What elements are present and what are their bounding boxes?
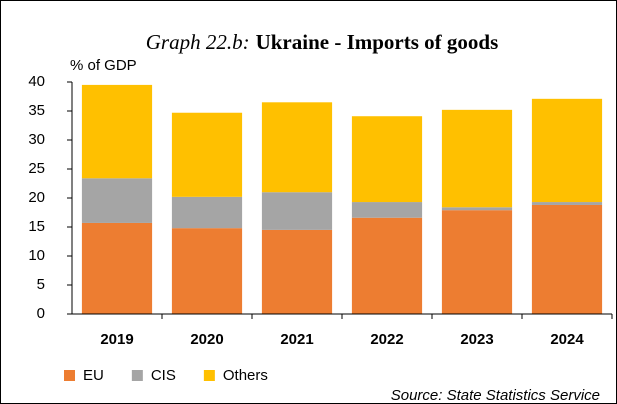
y-tick-label: 0 (37, 305, 45, 322)
source: Source: State Statistics Service (391, 387, 600, 404)
legend-label: CIS (151, 367, 176, 384)
y-tick-label: 20 (28, 189, 45, 206)
y-tick-label: 40 (28, 73, 45, 90)
x-tick-label: 2022 (370, 331, 403, 348)
chart-title: Graph 22.b: Ukraine - Imports of goods (146, 30, 499, 54)
legend-swatch (203, 370, 215, 381)
bar-segment (351, 217, 423, 314)
bar-segment (81, 178, 153, 223)
y-tick-label: 5 (37, 276, 45, 293)
bar-segment (531, 204, 603, 314)
bar-segment (261, 229, 333, 314)
bar-segment (351, 116, 423, 203)
x-tick-label: 2020 (190, 331, 223, 348)
legend-label: EU (83, 367, 104, 384)
bar-segment (261, 192, 333, 230)
bar-segment (171, 112, 243, 197)
y-axis-label: % of GDP (70, 57, 137, 74)
y-tick-label: 35 (28, 102, 45, 119)
legend-swatch (131, 370, 143, 381)
bar-segment (171, 196, 243, 229)
legend-label: Others (223, 367, 268, 384)
y-tick-label: 30 (28, 131, 45, 148)
x-tick-label: 2023 (460, 331, 493, 348)
bar-segment (441, 207, 513, 211)
title-main: Ukraine - Imports of goods (256, 30, 499, 54)
legend-swatch (64, 370, 75, 381)
bar-segment (81, 84, 153, 179)
x-tick-label: 2024 (550, 331, 584, 348)
bar-segment (261, 102, 333, 193)
x-tick-label: 2019 (100, 331, 133, 348)
title-prefix: Graph 22.b: (146, 30, 250, 54)
bar-segment (441, 210, 513, 314)
bar-segment (171, 228, 243, 314)
bar-segment (441, 109, 513, 208)
bar-segment (531, 98, 603, 203)
bar-segment (351, 202, 423, 218)
bar-segment (531, 202, 603, 205)
y-tick-label: 15 (28, 218, 45, 235)
x-tick-label: 2021 (280, 331, 313, 348)
bar-segment (81, 222, 153, 314)
y-tick-label: 25 (28, 160, 45, 177)
y-tick-label: 10 (28, 247, 45, 264)
